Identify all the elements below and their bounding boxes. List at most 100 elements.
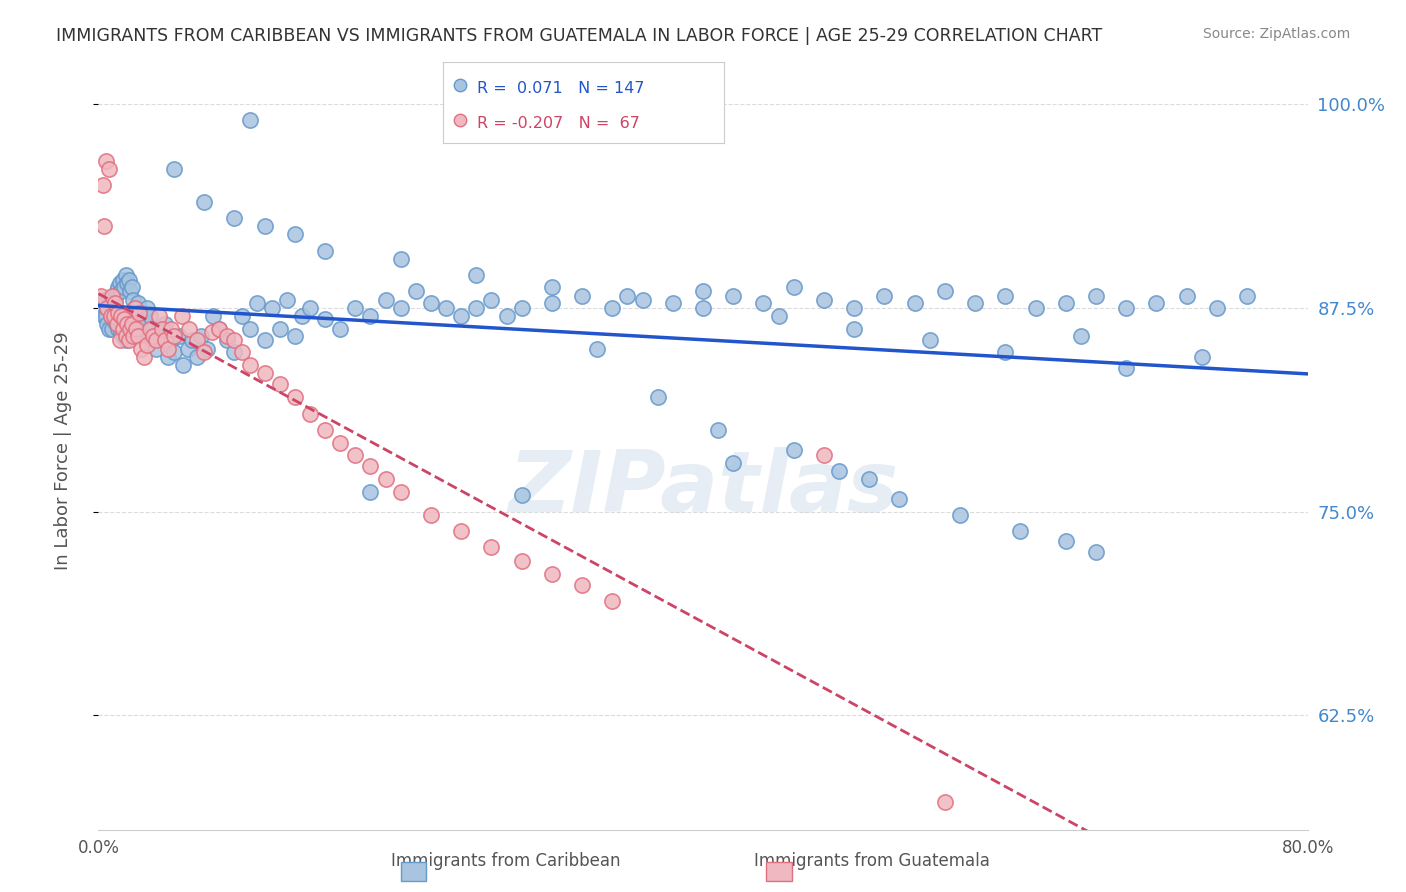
Point bbox=[105, 285, 128, 299]
Point bbox=[129, 342, 152, 356]
Point bbox=[253, 334, 276, 348]
Text: Source: ZipAtlas.com: Source: ZipAtlas.com bbox=[1202, 27, 1350, 41]
Point bbox=[918, 334, 941, 348]
Point bbox=[752, 296, 775, 310]
Point bbox=[94, 309, 117, 323]
Point bbox=[481, 293, 503, 307]
Y-axis label: In Labor Force | Age 25-29: In Labor Force | Age 25-29 bbox=[53, 331, 72, 570]
Point bbox=[602, 301, 624, 315]
Point bbox=[329, 322, 352, 336]
Point bbox=[344, 448, 367, 462]
Point bbox=[90, 289, 112, 303]
Point bbox=[190, 328, 212, 343]
Point bbox=[783, 442, 806, 457]
Point bbox=[201, 325, 224, 339]
Point bbox=[965, 296, 987, 310]
Point bbox=[145, 342, 167, 356]
Point bbox=[224, 211, 246, 226]
Point bbox=[135, 301, 157, 315]
Point bbox=[163, 328, 186, 343]
Point bbox=[1144, 296, 1167, 310]
Point bbox=[616, 289, 638, 303]
Point bbox=[93, 309, 115, 323]
Point bbox=[246, 296, 269, 310]
Point bbox=[768, 309, 790, 323]
Point bbox=[98, 322, 121, 336]
Point bbox=[148, 309, 170, 323]
Point bbox=[101, 289, 124, 303]
Point bbox=[128, 317, 150, 331]
Point bbox=[828, 464, 851, 478]
Point bbox=[844, 322, 866, 336]
Point bbox=[510, 301, 533, 315]
Point bbox=[231, 309, 253, 323]
Point bbox=[291, 309, 314, 323]
Point bbox=[224, 334, 246, 348]
Point bbox=[374, 293, 396, 307]
Point bbox=[420, 296, 443, 310]
Point bbox=[360, 485, 382, 500]
Point bbox=[723, 289, 745, 303]
Point bbox=[103, 309, 125, 323]
Point bbox=[193, 344, 215, 359]
Point bbox=[692, 285, 714, 299]
Point bbox=[91, 178, 114, 193]
Point bbox=[167, 328, 190, 343]
Point bbox=[112, 312, 135, 326]
Point bbox=[107, 279, 129, 293]
Point bbox=[299, 301, 322, 315]
Point bbox=[107, 322, 129, 336]
Point bbox=[127, 328, 149, 343]
Point bbox=[239, 358, 262, 372]
Point bbox=[360, 309, 382, 323]
Point bbox=[231, 344, 253, 359]
Point bbox=[389, 485, 412, 500]
Point bbox=[134, 317, 156, 331]
Point bbox=[163, 344, 186, 359]
Point bbox=[124, 301, 146, 315]
Point bbox=[108, 334, 131, 348]
Point bbox=[389, 301, 412, 315]
Point bbox=[389, 252, 412, 266]
Point bbox=[114, 334, 136, 348]
Point bbox=[284, 391, 307, 405]
Point bbox=[122, 293, 145, 307]
Point bbox=[1085, 289, 1108, 303]
Point bbox=[100, 309, 122, 323]
Point bbox=[156, 350, 179, 364]
Point bbox=[93, 219, 115, 234]
Point bbox=[125, 322, 148, 336]
Point bbox=[571, 578, 593, 592]
Point bbox=[111, 322, 134, 336]
Point bbox=[1115, 301, 1137, 315]
Point bbox=[495, 309, 517, 323]
Point bbox=[124, 301, 146, 315]
Point bbox=[96, 317, 118, 331]
Point bbox=[571, 289, 593, 303]
Point bbox=[1236, 289, 1258, 303]
Point bbox=[1054, 533, 1077, 548]
Point bbox=[111, 328, 134, 343]
Point bbox=[145, 334, 167, 348]
Point bbox=[160, 334, 183, 348]
Point bbox=[344, 301, 367, 315]
Point bbox=[96, 301, 118, 315]
Point bbox=[510, 553, 533, 567]
Point bbox=[103, 289, 125, 303]
Point bbox=[104, 296, 127, 310]
Point bbox=[100, 293, 122, 307]
Point bbox=[224, 344, 246, 359]
Point bbox=[540, 566, 562, 581]
Point bbox=[1206, 301, 1229, 315]
Point bbox=[329, 436, 352, 450]
Point bbox=[904, 296, 927, 310]
Point bbox=[131, 312, 153, 326]
Point bbox=[90, 301, 112, 315]
Point bbox=[873, 289, 896, 303]
Point bbox=[107, 306, 129, 320]
Point bbox=[176, 342, 198, 356]
Text: ZIPatlas: ZIPatlas bbox=[508, 447, 898, 530]
Point bbox=[150, 322, 173, 336]
Point bbox=[100, 309, 122, 323]
Point bbox=[481, 541, 503, 555]
